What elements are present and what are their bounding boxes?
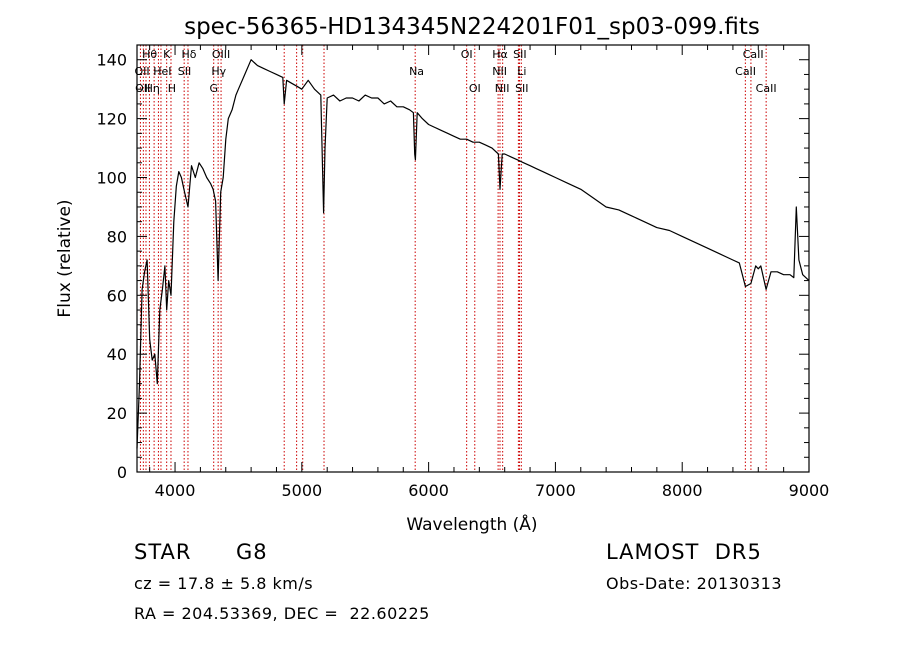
feature-label: Hδ [181,48,196,61]
redshift-label: cz = 17.8 ± 5.8 km/s [134,574,314,593]
y-tick-label: 140 [96,51,127,70]
feature-label: H [168,82,176,95]
plot-area: 4000 5000 6000 7000 8000 9000 0 20 40 60 80 100 120 1… [96,44,830,500]
y-tick-label: 40 [107,345,127,364]
y-tick-label: 60 [107,286,127,305]
x-tick-label: 5000 [281,481,322,500]
y-tick-label: 0 [117,463,127,482]
x-tick-label: 7000 [535,481,576,500]
feature-label: NII [492,65,507,78]
plot-frame [136,44,810,473]
feature-label: Hη [145,82,160,95]
spectrum-line [136,59,810,449]
feature-label: OII [134,65,149,78]
feature-label: CaII [743,48,764,61]
feature-label: Hα [492,48,508,61]
y-tick-label: 80 [107,227,127,246]
x-axis-label: Wavelength (Å) [406,513,537,535]
feature-label: SII [515,82,528,95]
x-tick-label: 4000 [155,481,196,500]
feature-label: Na [409,65,424,78]
feature-label: G [209,82,218,95]
subclass-label: G8 [236,540,268,564]
feature-label: CaII [756,82,777,95]
x-tick-label: 6000 [408,481,449,500]
y-tick-label: 20 [107,404,127,423]
feature-label: OI [461,48,473,61]
feature-label: OIII [212,48,230,61]
coordinates-label: RA = 204.53369, DEC = 22.60225 [134,604,430,623]
y-tick-label: 120 [96,110,127,129]
x-tick-label: 9000 [789,481,830,500]
feature-label: CaII [735,65,756,78]
feature-label: SII [513,48,526,61]
x-tick-label: 8000 [662,481,703,500]
feature-label: Hθ [142,48,157,61]
object-type-label: STAR [134,540,192,564]
y-axis-label: Flux (relative) [55,199,75,317]
feature-label: Li [517,65,526,78]
chart-title: spec-56365-HD134345N224201F01_sp03-099.f… [184,14,760,40]
survey-label: LAMOST DR5 [606,540,762,564]
feature-label: HeI [153,65,171,78]
feature-label: NII [495,82,510,95]
feature-label: OI [469,82,481,95]
feature-label: Hγ [211,65,226,78]
obs-date-label: Obs-Date: 20130313 [606,574,783,593]
feature-label: OII [135,82,150,95]
feature-label: K [163,48,171,61]
y-tick-label: 100 [96,169,127,188]
feature-label: SII [178,65,191,78]
